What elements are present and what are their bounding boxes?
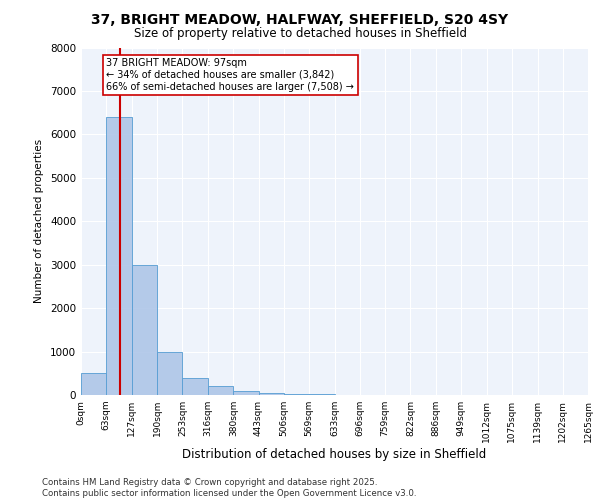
Bar: [233, 390, 259, 395]
Text: 37 BRIGHT MEADOW: 97sqm
← 34% of detached houses are smaller (3,842)
66% of semi: 37 BRIGHT MEADOW: 97sqm ← 34% of detache…: [106, 58, 354, 92]
Bar: [259, 393, 284, 395]
X-axis label: Distribution of detached houses by size in Sheffield: Distribution of detached houses by size …: [182, 448, 487, 460]
Bar: [182, 378, 208, 395]
Bar: [309, 394, 335, 395]
Text: 37, BRIGHT MEADOW, HALFWAY, SHEFFIELD, S20 4SY: 37, BRIGHT MEADOW, HALFWAY, SHEFFIELD, S…: [91, 12, 509, 26]
Bar: [157, 352, 182, 395]
Text: Contains HM Land Registry data © Crown copyright and database right 2025.
Contai: Contains HM Land Registry data © Crown c…: [42, 478, 416, 498]
Text: Size of property relative to detached houses in Sheffield: Size of property relative to detached ho…: [133, 28, 467, 40]
Bar: [106, 117, 132, 395]
Bar: [284, 394, 309, 395]
Bar: [81, 374, 106, 395]
Y-axis label: Number of detached properties: Number of detached properties: [34, 139, 44, 304]
Bar: [208, 386, 233, 395]
Bar: [132, 264, 157, 395]
